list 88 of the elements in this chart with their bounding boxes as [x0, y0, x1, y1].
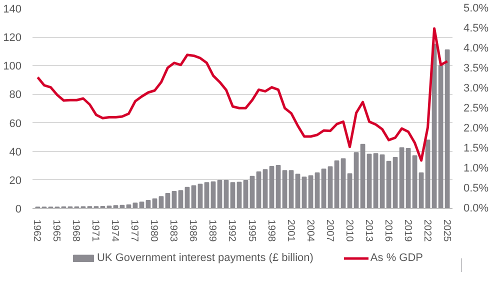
bar — [425, 140, 430, 208]
x-tick-label: 2007 — [324, 220, 335, 242]
bar — [236, 182, 242, 208]
x-tick-label: 1971 — [90, 220, 101, 242]
y2-tick-label: 3.0% — [464, 82, 489, 94]
bar — [262, 169, 268, 208]
x-tick-label: 1998 — [265, 220, 276, 242]
bar — [282, 170, 288, 208]
legend-label: UK Government interest payments (£ billion) — [96, 252, 314, 264]
bar — [288, 170, 294, 208]
x-tick-label: 1962 — [31, 220, 42, 242]
bar — [347, 173, 352, 208]
bar — [172, 191, 177, 208]
y-tick-label: 20 — [9, 174, 22, 187]
bar — [210, 181, 216, 208]
bar — [386, 160, 392, 208]
bar — [328, 166, 333, 208]
y2-tick-label: 0.5% — [464, 182, 489, 194]
bar — [269, 166, 274, 208]
bar — [412, 155, 418, 208]
bar — [198, 184, 203, 208]
bar — [373, 153, 378, 208]
y2-tick-label: 1.5% — [464, 142, 489, 154]
bar — [217, 180, 222, 208]
bar — [380, 154, 385, 208]
bar — [224, 180, 229, 208]
bar — [360, 144, 366, 208]
bar — [191, 185, 196, 208]
y-tick-label: 100 — [3, 60, 22, 73]
x-tick-label: 2004 — [304, 220, 316, 242]
bar — [178, 190, 184, 208]
x-tick-label: 1974 — [109, 220, 120, 242]
y-tick-label: 80 — [9, 89, 22, 102]
y2-tick-label: 4.5% — [464, 22, 489, 34]
bar — [184, 186, 190, 208]
x-tick-label: 1983 — [168, 220, 179, 242]
bar — [243, 180, 248, 208]
x-tick-label: 2022 — [421, 220, 432, 242]
bar — [321, 168, 326, 208]
bar — [354, 152, 359, 208]
x-tick-label: 2016 — [382, 220, 394, 242]
y2-tick-label: 1.0% — [464, 162, 489, 174]
x-tick-label: 2010 — [343, 220, 354, 242]
y2-tick-label: 3.5% — [464, 62, 489, 74]
bar — [366, 154, 372, 208]
y2-tick-label: 4.0% — [464, 42, 489, 54]
bar — [158, 196, 164, 208]
bar — [165, 193, 170, 208]
bar — [438, 65, 444, 208]
bar — [276, 165, 281, 208]
x-tick-label: 1968 — [70, 220, 82, 242]
x-tick-label: 1980 — [148, 220, 160, 242]
bar — [418, 172, 424, 208]
bar — [230, 182, 236, 208]
bar — [392, 157, 398, 208]
x-tick-label: 2019 — [402, 220, 413, 242]
legend-label: As % GDP — [370, 252, 424, 264]
bar — [250, 176, 255, 208]
x-tick-label: 2013 — [362, 220, 374, 242]
bar — [308, 175, 314, 208]
y2-tick-label: 5.0% — [464, 2, 489, 14]
x-tick-label: 1995 — [246, 220, 257, 242]
y2-tick-label: 2.5% — [464, 102, 489, 114]
bar — [444, 49, 450, 208]
bar — [406, 148, 411, 208]
y-tick-label: 0 — [15, 204, 22, 216]
x-tick-label: 1977 — [128, 220, 140, 242]
bar — [302, 176, 307, 208]
x-tick-label: 1965 — [50, 220, 62, 242]
bar — [340, 158, 346, 208]
y-tick-label: 140 — [3, 4, 22, 16]
bar — [314, 172, 320, 208]
y-tick-label: 60 — [9, 118, 22, 130]
x-tick-label: 2025 — [440, 220, 452, 242]
bar — [295, 174, 300, 208]
bar — [399, 147, 404, 208]
x-tick-label: 1992 — [226, 220, 238, 242]
y2-tick-label: 0.0% — [464, 202, 489, 214]
y-tick-label: 120 — [3, 32, 22, 44]
bar — [204, 182, 210, 208]
y-tick-label: 40 — [9, 146, 22, 158]
x-tick-label: 1989 — [206, 220, 218, 242]
bar — [256, 171, 262, 208]
line-series — [36, 27, 449, 162]
x-tick-label: 2001 — [284, 220, 296, 242]
x-tick-label: 1986 — [187, 220, 198, 242]
bar — [334, 160, 340, 208]
y2-tick-label: 2.0% — [464, 122, 489, 134]
